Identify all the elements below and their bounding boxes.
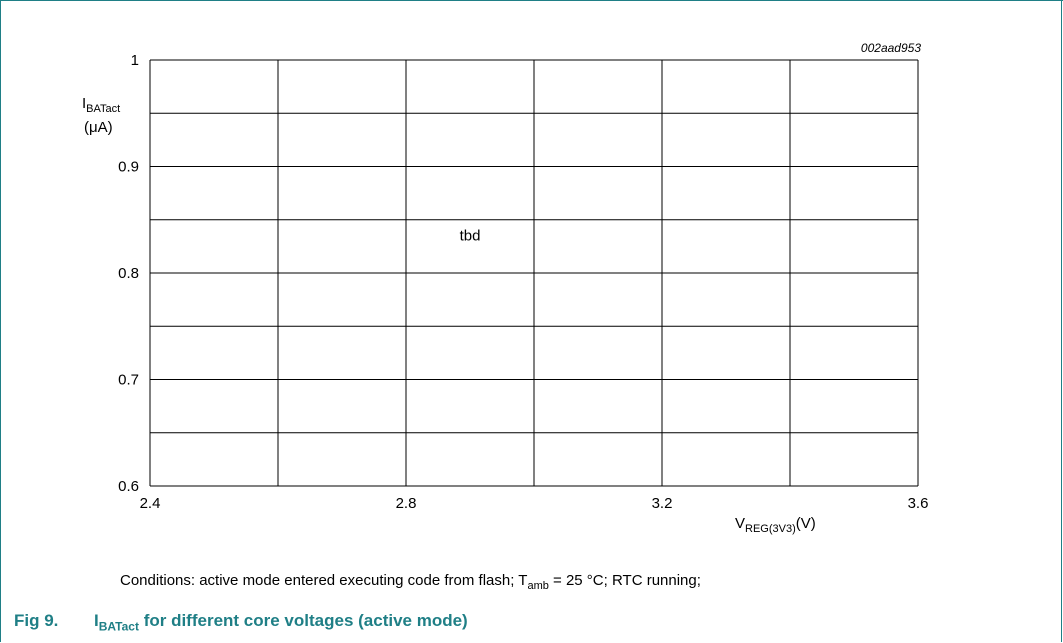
conditions-note: Conditions: active mode entered executin… (120, 572, 701, 592)
x-axis-label: VREG(3V3)(V) (735, 515, 816, 535)
x-tick-label: 3.2 (652, 495, 673, 512)
y-tick-label: 0.7 (118, 372, 139, 389)
y-tick-label: 0.6 (118, 478, 139, 495)
tbd-annotation: tbd (460, 228, 481, 245)
grid (149, 59, 919, 487)
x-tick-label: 2.8 (396, 495, 417, 512)
y-tick-label: 0.9 (118, 159, 139, 176)
figure-id: 002aad953 (861, 41, 921, 55)
y-tick-label: 1 (131, 52, 139, 69)
y-tick-label: 0.8 (118, 265, 139, 282)
figure-frame-top (0, 0, 1063, 1)
figure-caption: Fig 9. IBATact for different core voltage… (14, 611, 468, 634)
y-axis-unit: (μA) (84, 119, 113, 136)
y-axis-label: IBATact (82, 95, 120, 115)
x-tick-label: 3.6 (908, 495, 929, 512)
x-tick-label: 2.4 (140, 495, 161, 512)
tick-labels: 2.4 2.8 3.2 3.6 0.6 0.7 0.8 0.9 1 (118, 52, 928, 512)
figure-number: Fig 9. (14, 611, 59, 630)
